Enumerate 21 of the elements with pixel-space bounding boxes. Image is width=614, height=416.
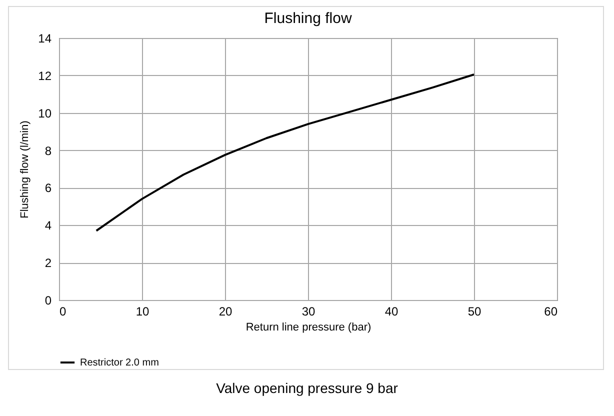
x-tick-label: 10 (136, 304, 150, 318)
x-tick-label: 20 (218, 304, 232, 318)
y-tick-label: 4 (44, 218, 52, 233)
x-tick-label: 30 (302, 304, 316, 318)
y-tick-label: 8 (44, 144, 52, 158)
y-tick-label: 0 (44, 294, 52, 308)
y-tick-label: 12 (38, 68, 52, 83)
y-tick-label: 6 (44, 181, 52, 196)
x-axis-title: Return line pressure (bar) (246, 322, 372, 334)
x-tick-label: 50 (468, 304, 482, 318)
y-tick-label: 10 (38, 106, 52, 120)
text: Valve opening pressure 9 bar (215, 380, 399, 396)
x-tick-label: 0 (60, 304, 66, 318)
x-tick-label: 40 (384, 304, 398, 318)
chart-title: Flushing flow (264, 10, 352, 27)
x-tick-label: 60 (544, 304, 558, 318)
legend-label: Restrictor 2.0 mm (80, 358, 159, 368)
line-series (95, 73, 475, 232)
y-tick-label: 2 (44, 256, 52, 270)
y-axis-title: Flushing flow (l/min) (19, 120, 32, 218)
y-tick-label: 14 (38, 32, 52, 46)
